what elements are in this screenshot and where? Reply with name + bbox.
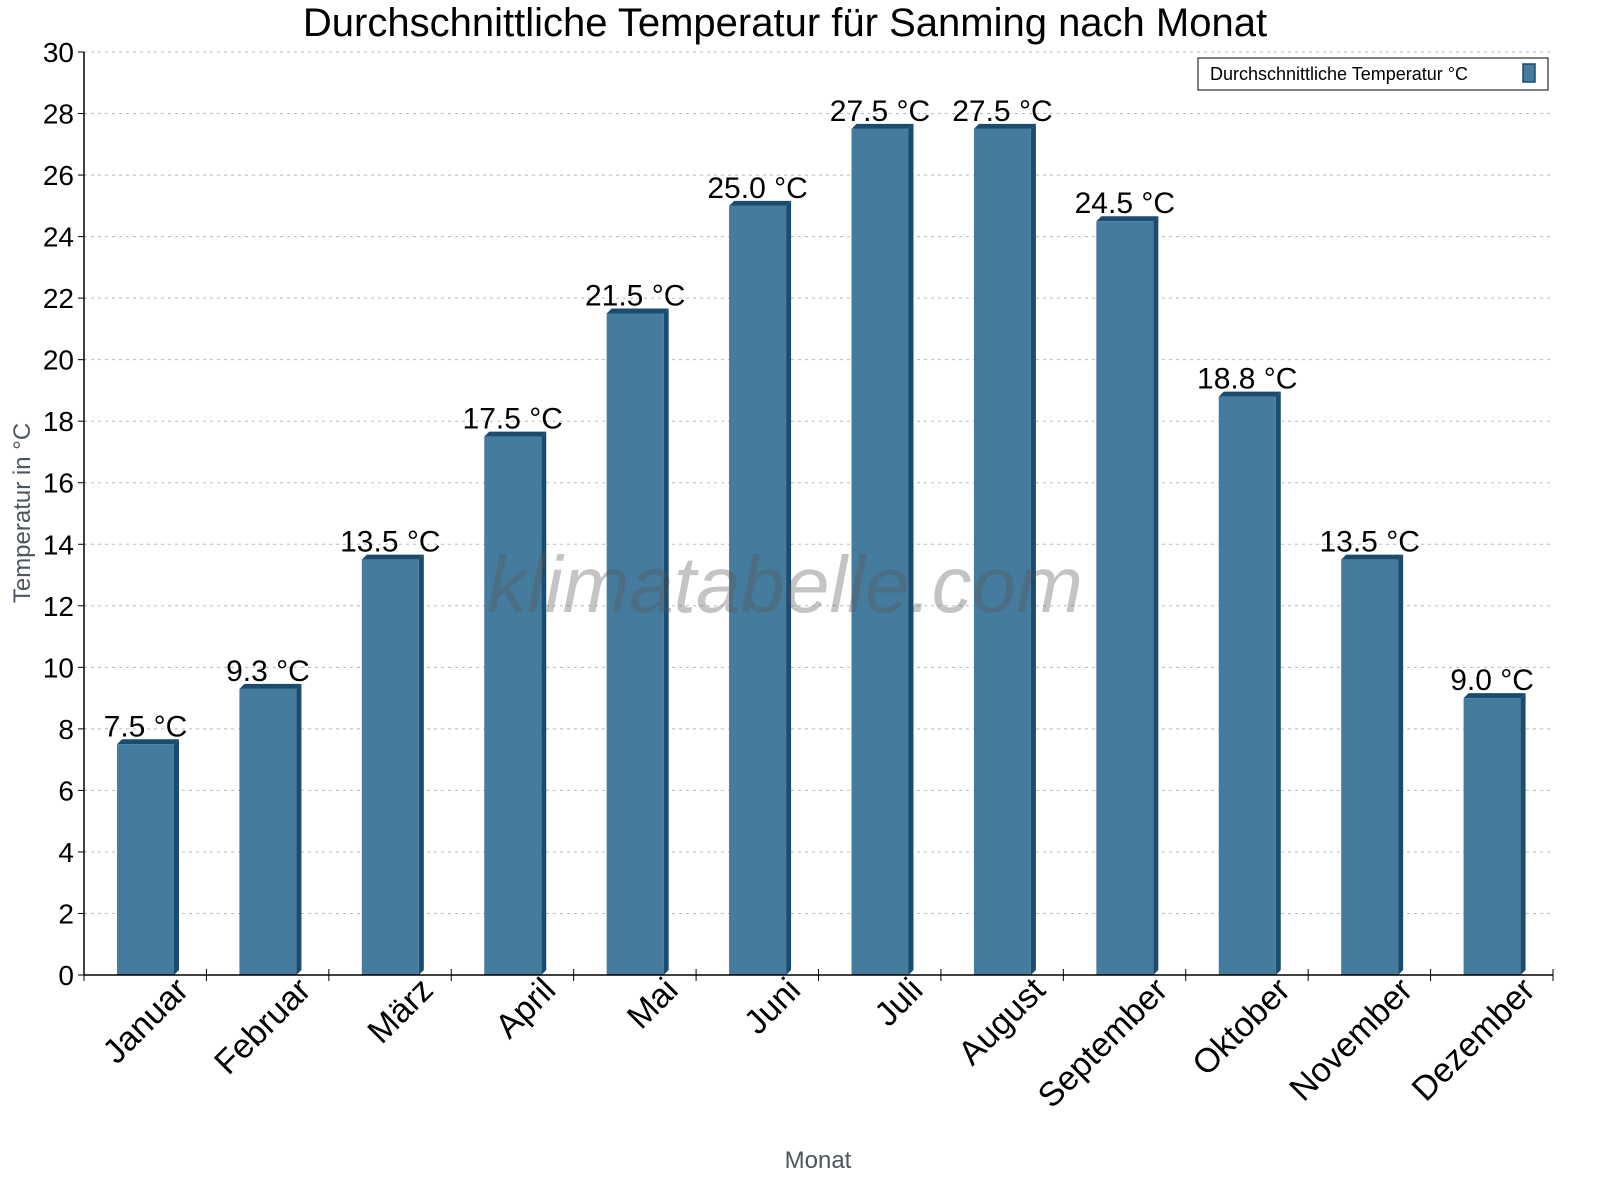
y-tick-label: 14 [43, 529, 74, 560]
bar-side [1275, 391, 1281, 975]
grid-lines [84, 51, 1553, 914]
bar-top [973, 123, 1036, 129]
chart-title: Durchschnittliche Temperatur für Sanming… [303, 1, 1267, 45]
bar-top [484, 431, 547, 437]
y-tick-label: 24 [43, 222, 74, 253]
bar-group: 13.5 °C [1319, 526, 1420, 975]
bar-group: 24.5 °C [1075, 187, 1175, 975]
bar-side [1153, 216, 1159, 975]
y-tick-label: 8 [58, 714, 74, 745]
bar [1096, 221, 1154, 975]
x-tick-label: Januar [95, 971, 195, 1071]
bar-top [1341, 554, 1404, 560]
data-label: 9.0 °C [1450, 664, 1534, 697]
legend-box [1197, 57, 1549, 91]
x-tick-label: September [1031, 971, 1175, 1115]
bar [729, 205, 787, 976]
bars: 7.5 °C 9.3 °C 13.5 °C 17.5 °C 21.5 °C 25.0 °C… [104, 95, 1534, 976]
legend: Durchschnittliche Temperatur °C [1197, 57, 1549, 91]
bar-group: 17.5 °C [463, 403, 563, 975]
data-label: 25.0 °C [707, 172, 807, 205]
x-tick-label: Mai [620, 971, 686, 1037]
bar-side [663, 308, 669, 975]
bar-side [1030, 123, 1036, 975]
x-tick-label: April [488, 971, 563, 1046]
data-label: 27.5 °C [830, 95, 930, 128]
y-axis-label: Temperatur in °C [9, 423, 36, 603]
data-label: 18.8 °C [1197, 363, 1297, 396]
bar-top [1218, 391, 1281, 397]
y-tick-label: 22 [43, 283, 74, 314]
y-tick-label: 2 [58, 898, 74, 929]
bar-top [239, 683, 302, 689]
bar [606, 313, 664, 975]
bar-group: 9.3 °C [226, 655, 310, 975]
y-tick-label: 26 [43, 160, 74, 191]
bar [973, 128, 1031, 975]
y-tick-label: 10 [43, 652, 74, 683]
bar [1341, 559, 1399, 975]
data-label: 13.5 °C [340, 526, 440, 559]
y-tick-label: 4 [58, 837, 74, 868]
data-label: 9.3 °C [226, 655, 310, 688]
bar-side [1520, 693, 1526, 975]
bar-top [1096, 216, 1159, 222]
y-tick-label: 0 [58, 960, 74, 991]
y-tick-label: 12 [43, 591, 74, 622]
bar-group: 25.0 °C [707, 172, 808, 976]
bar-group: 7.5 °C [104, 710, 188, 975]
bar-top [361, 554, 424, 560]
bar-group: 13.5 °C [340, 526, 441, 975]
bar [484, 436, 542, 975]
y-tick-label: 30 [43, 37, 74, 68]
bar [1463, 698, 1521, 975]
x-tick-label: November [1282, 971, 1420, 1109]
bar-group: 18.8 °C [1197, 363, 1297, 975]
watermark: klimatabelle.com [487, 540, 1083, 629]
bar-side [786, 200, 792, 976]
bar-side [296, 683, 302, 975]
x-tick-label: März [360, 971, 440, 1051]
bar-side [174, 739, 179, 975]
data-label: 17.5 °C [463, 403, 563, 436]
data-label: 7.5 °C [104, 710, 188, 743]
bar-group: 9.0 °C [1450, 664, 1534, 975]
bar-side [418, 554, 424, 975]
bar-top [851, 123, 914, 129]
bar [361, 559, 419, 975]
x-axis-label: Monat [785, 1147, 852, 1174]
legend-swatch [1522, 63, 1536, 83]
data-label: 27.5 °C [952, 95, 1052, 128]
bar [239, 688, 297, 975]
x-tick-label: Oktober [1185, 971, 1297, 1083]
data-label: 24.5 °C [1075, 187, 1175, 220]
x-tick-label: August [951, 970, 1053, 1072]
y-tick-label: 28 [43, 99, 74, 130]
bar-top [1463, 693, 1526, 699]
x-tick-label: Februar [207, 971, 318, 1082]
bar-top [729, 200, 792, 206]
y-tick-label: 16 [43, 468, 74, 499]
bar [117, 744, 174, 975]
data-label: 21.5 °C [585, 280, 685, 313]
bar-group: 21.5 °C [585, 280, 685, 975]
bar-side [1398, 554, 1404, 975]
bar-group: 27.5 °C [830, 95, 930, 975]
bar-top [606, 308, 669, 314]
x-tick-label: Dezember [1405, 971, 1543, 1109]
y-tick-label: 6 [58, 775, 74, 806]
data-label: 13.5 °C [1319, 526, 1419, 559]
bar-side [541, 431, 547, 975]
legend-label: Durchschnittliche Temperatur °C [1210, 64, 1468, 84]
bar-top [117, 739, 179, 745]
y-tick-label: 20 [43, 345, 74, 376]
y-tick-label: 18 [43, 406, 74, 437]
bar [851, 128, 909, 975]
bar [1218, 396, 1276, 975]
x-tick-label: Juli [867, 971, 930, 1034]
bar-group: 27.5 °C [952, 95, 1053, 975]
x-tick-label: Juni [737, 971, 808, 1042]
bar-side [908, 123, 914, 975]
